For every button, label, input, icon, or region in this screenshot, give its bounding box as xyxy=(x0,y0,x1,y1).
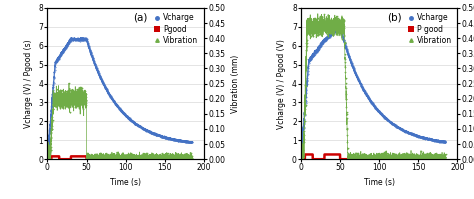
Y-axis label: Vcharge (V) / Pgood (V): Vcharge (V) / Pgood (V) xyxy=(277,39,286,129)
X-axis label: Time (s): Time (s) xyxy=(110,178,141,187)
Y-axis label: Vibration (mm): Vibration (mm) xyxy=(231,55,240,113)
Legend: Vcharge, Pgood, Vibration: Vcharge, Pgood, Vibration xyxy=(153,12,200,46)
Legend: Vcharge, P good, Vibration: Vcharge, P good, Vibration xyxy=(406,12,454,46)
Y-axis label: Vcharge (V) / Pgood (s): Vcharge (V) / Pgood (s) xyxy=(24,39,33,128)
Text: (a): (a) xyxy=(134,13,148,22)
X-axis label: Time (s): Time (s) xyxy=(364,178,395,187)
Text: (b): (b) xyxy=(387,13,401,22)
